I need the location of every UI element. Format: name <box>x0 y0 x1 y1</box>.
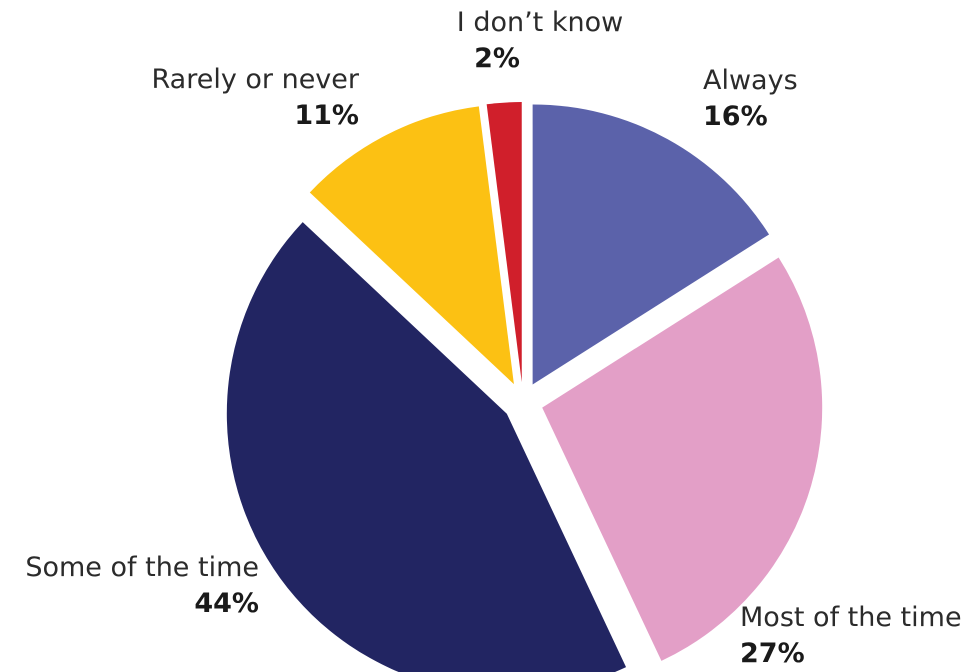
slice-value-most-of-the-time: 27% <box>740 638 805 669</box>
slices-layer <box>226 102 823 672</box>
slice-value-rarely-or-never: 11% <box>294 100 359 131</box>
pie-slice-some-of-the-time <box>226 222 627 672</box>
pie-slice-always <box>532 104 770 385</box>
pie-slice-i-dont-know <box>486 102 522 383</box>
slice-label-i-dont-know: I don’t know <box>457 7 623 38</box>
pie-slice-rarely-or-never <box>309 106 514 385</box>
slice-label-always: Always <box>703 65 798 96</box>
slice-value-i-dont-know: 2% <box>474 43 520 74</box>
slice-value-always: 16% <box>703 101 768 132</box>
labels-layer: Always 16% Most of the time 27% Some of … <box>25 7 961 669</box>
slice-label-some-of-the-time: Some of the time <box>25 552 259 583</box>
slice-label-rarely-or-never: Rarely or never <box>151 64 359 95</box>
slice-value-some-of-the-time: 44% <box>194 588 259 619</box>
pie-slice-most-of-the-time <box>542 257 823 661</box>
slice-label-most-of-the-time: Most of the time <box>740 602 962 633</box>
